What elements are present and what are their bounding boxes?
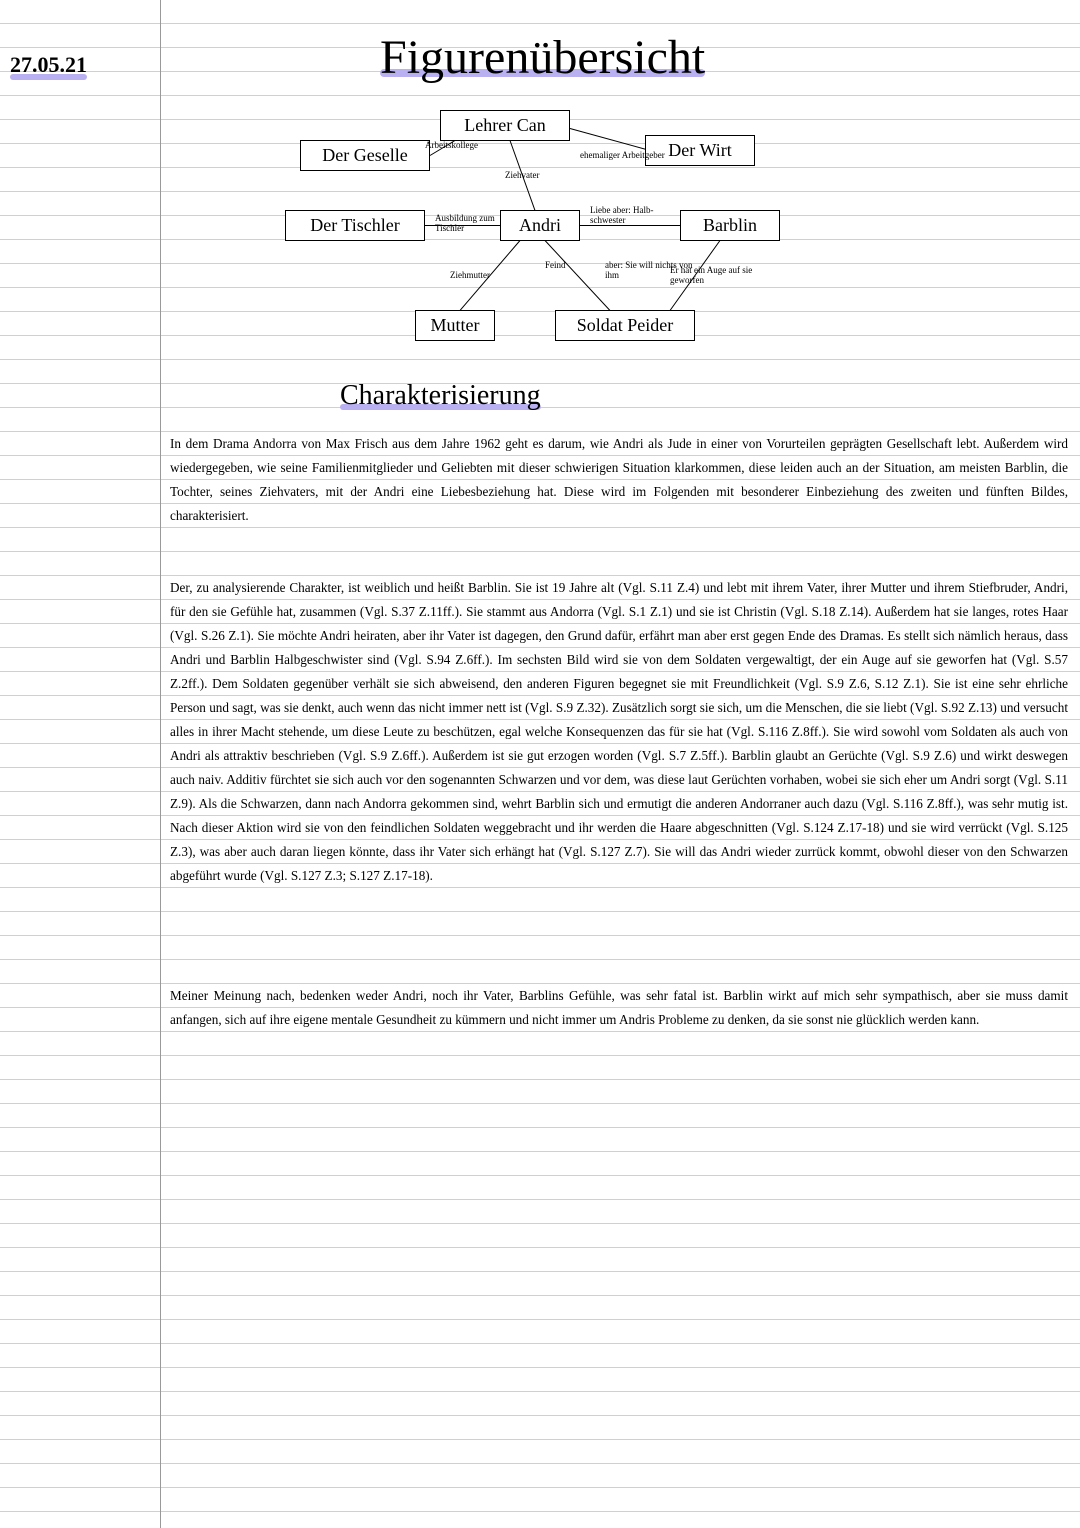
diagram-node-soldat: Soldat Peider bbox=[555, 310, 695, 341]
diagram-edge-label: Ausbildung zum Tischler bbox=[435, 213, 525, 233]
diagram-node-barblin: Barblin bbox=[680, 210, 780, 241]
diagram-edge-label: Arbeitskollege bbox=[425, 140, 478, 150]
diagram-node-geselle: Der Geselle bbox=[300, 140, 430, 171]
margin-line bbox=[160, 0, 161, 1528]
paragraph-opinion: Meiner Meinung nach, bedenken weder Andr… bbox=[170, 984, 1068, 1032]
diagram-edge bbox=[580, 225, 680, 226]
diagram-edge-label: Ziehmutter bbox=[450, 270, 490, 280]
diagram-edge-label: Feind bbox=[545, 260, 566, 270]
diagram-edge-label: Er hat ein Auge auf sie geworfen bbox=[670, 265, 760, 285]
diagram-node-mutter: Mutter bbox=[415, 310, 495, 341]
paragraph-intro: In dem Drama Andorra von Max Frisch aus … bbox=[170, 432, 1068, 528]
diagram-node-lehrer: Lehrer Can bbox=[440, 110, 570, 141]
diagram-edge-label: Liebe aber: Halb-schwester bbox=[590, 205, 680, 225]
page-date: 27.05.21 bbox=[10, 52, 87, 78]
page-title: Figurenübersicht bbox=[380, 30, 705, 85]
diagram-edge bbox=[570, 128, 650, 151]
diagram-edge-label: ehemaliger Arbeitgeber bbox=[580, 150, 665, 160]
diagram-node-tischler: Der Tischler bbox=[285, 210, 425, 241]
diagram-edge-label: Ziehvater bbox=[505, 170, 539, 180]
paragraph-analysis: Der, zu analysierende Charakter, ist wei… bbox=[170, 576, 1068, 888]
character-diagram: Lehrer CanDer GeselleDer WirtDer Tischle… bbox=[280, 110, 840, 370]
section-subtitle: Charakterisierung bbox=[340, 380, 541, 412]
diagram-edge bbox=[545, 240, 611, 311]
